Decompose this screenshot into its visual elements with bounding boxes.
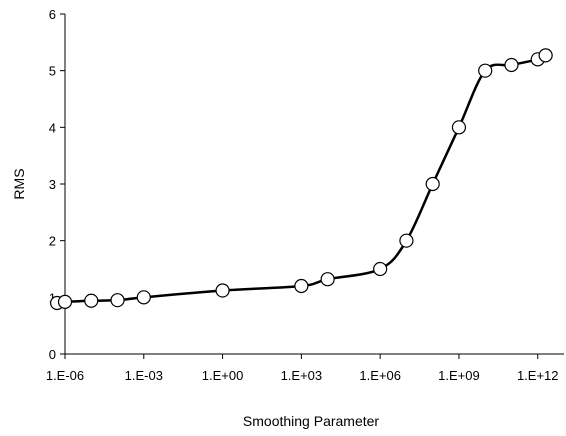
y-tick-label: 5 xyxy=(49,64,56,79)
y-tick-label: 3 xyxy=(49,177,56,192)
y-tick-label: 6 xyxy=(49,7,56,22)
y-tick-label: 4 xyxy=(49,120,56,135)
data-point-marker xyxy=(373,261,388,277)
x-tick-label: 1.E-03 xyxy=(125,368,163,383)
y-tick-label: 0 xyxy=(49,347,56,362)
data-point-marker xyxy=(136,290,151,305)
series-line xyxy=(55,54,547,305)
x-tick-label: 1.E+09 xyxy=(438,368,480,383)
plot-area xyxy=(49,48,553,311)
x-tick-label: 1.E+06 xyxy=(359,368,401,383)
data-point-marker xyxy=(504,57,519,73)
data-point-marker xyxy=(294,278,309,294)
data-point-marker xyxy=(425,176,440,192)
data-point-marker xyxy=(451,120,467,135)
data-point-marker xyxy=(399,233,414,248)
y-tick-label: 2 xyxy=(49,234,56,249)
data-point-marker xyxy=(320,272,335,287)
data-point-marker xyxy=(215,283,230,298)
x-tick-label: 1.E+03 xyxy=(281,368,323,383)
data-point-marker xyxy=(57,294,73,309)
x-axis: 1.E-06 1.E-03 1.E+00 1.E+03 1.E+06 1.E+09 1.E+… xyxy=(46,353,564,383)
data-point-marker xyxy=(84,293,99,308)
data-point-marker xyxy=(478,63,493,78)
data-point-marker xyxy=(110,293,125,308)
x-tick-label: 1.E-06 xyxy=(46,368,84,383)
data-point-marker xyxy=(538,48,553,63)
x-axis-title: Smoothing Parameter xyxy=(243,413,380,429)
x-tick-label: 1.E+00 xyxy=(202,368,244,383)
x-tick-label: 1.E+12 xyxy=(517,368,559,383)
y-axis-title: RMS xyxy=(11,168,27,199)
